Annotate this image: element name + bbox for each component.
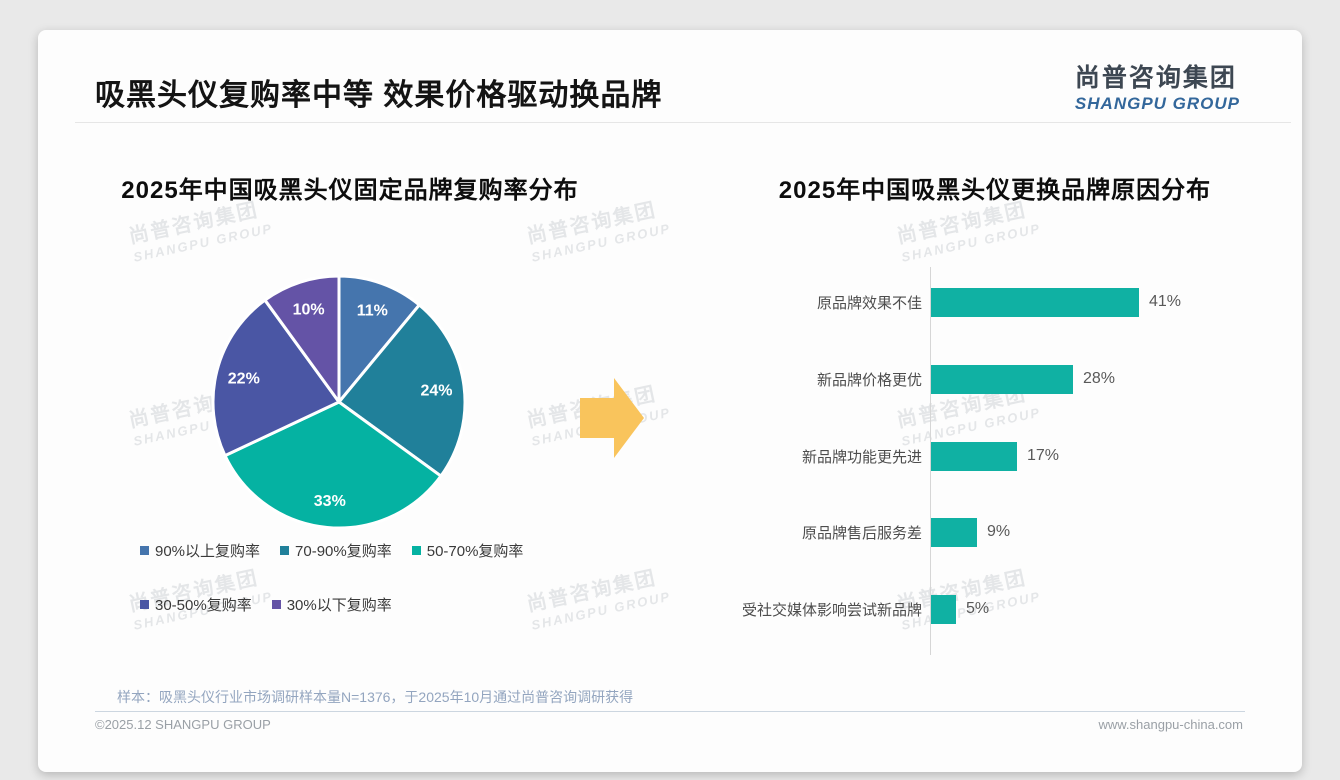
bar-value-label: 28% xyxy=(1083,370,1116,387)
legend-swatch xyxy=(271,600,281,609)
pie-slice xyxy=(211,298,341,458)
copyright-text: ©2025.12 SHANGPU GROUP xyxy=(95,717,271,732)
bar-value-label: 41% xyxy=(1149,293,1182,310)
footer-divider xyxy=(95,711,1245,712)
bar xyxy=(931,594,956,624)
bar-row: 受社交媒体影响尝试新品牌 5% xyxy=(742,594,1222,624)
legend-item: 30%以下复购率 xyxy=(271,594,392,615)
bar xyxy=(931,287,1139,317)
logo-chinese-name: 尚普咨询集团 xyxy=(1074,64,1237,92)
website-url: www.shangpu-china.com xyxy=(1098,717,1243,732)
legend-swatch xyxy=(140,546,149,555)
bar-value-label: 17% xyxy=(1027,447,1060,464)
legend-item: 50-70%复购率 xyxy=(411,540,524,561)
logo-english-name: SHANGPU GROUP xyxy=(1074,94,1240,113)
bar-category-label: 受社交媒体影响尝试新品牌 xyxy=(742,601,923,619)
bar-chart: 原品牌效果不佳 41% 新品牌价格更优 28% 新品牌功能更先进 17% 原品牌售后服务差 9… xyxy=(742,265,1222,657)
pie-svg: 11% 24% 33% 22% 10% xyxy=(211,274,467,530)
page-title: 吸黑头仪复购率中等 效果价格驱动换品牌 xyxy=(95,79,663,112)
pie-data-label: 24% xyxy=(420,383,452,400)
pie-slice xyxy=(223,400,443,530)
bar-value-label: 5% xyxy=(966,600,990,617)
legend-label: 30%以下复购率 xyxy=(286,597,392,614)
bar-category-label: 原品牌效果不佳 xyxy=(816,294,922,312)
pie-data-label: 22% xyxy=(228,371,260,388)
company-logo: 尚普咨询集团 SHANGPU GROUP xyxy=(1075,58,1240,114)
legend-swatch xyxy=(280,546,290,555)
bar-chart-axis-line xyxy=(930,267,931,655)
legend-label: 30-50%复购率 xyxy=(155,597,252,614)
pie-data-label: 11% xyxy=(357,303,388,320)
pie-chart-title: 2025年中国吸黑头仪固定品牌复购率分布 xyxy=(121,177,579,204)
pie-slice xyxy=(263,274,341,404)
pie-slice xyxy=(337,303,467,478)
legend-label: 90%以上复购率 xyxy=(155,543,261,560)
bar-row: 新品牌功能更先进 17% xyxy=(742,441,1222,471)
legend-item: 30-50%复购率 xyxy=(140,594,252,615)
legend-item: 70-90%复购率 xyxy=(280,540,392,561)
pie-data-label: 10% xyxy=(293,302,325,319)
bar xyxy=(931,364,1073,394)
bar-row: 新品牌价格更优 28% xyxy=(742,364,1222,394)
bar-row: 原品牌售后服务差 9% xyxy=(742,517,1222,547)
bar-chart-title: 2025年中国吸黑头仪更换品牌原因分布 xyxy=(778,177,1212,204)
legend-label: 70-90%复购率 xyxy=(295,543,392,560)
bar-row: 原品牌效果不佳 41% xyxy=(742,287,1222,317)
bar-category-label: 新品牌价格更优 xyxy=(816,371,922,389)
legend-label: 50-70%复购率 xyxy=(426,543,524,560)
pie-legend-row-1: 90%以上复购率 70-90%复购率 50-70%复购率 xyxy=(140,540,523,561)
legend-item: 90%以上复购率 xyxy=(140,540,260,561)
pie-slice xyxy=(337,274,421,404)
pie-chart: 11% 24% 33% 22% 10% xyxy=(199,262,479,542)
legend-swatch xyxy=(140,600,149,609)
bar-category-label: 新品牌功能更先进 xyxy=(801,448,922,466)
bar-value-label: 9% xyxy=(987,523,1011,540)
header-divider xyxy=(75,122,1291,123)
legend-swatch xyxy=(411,546,421,555)
bar xyxy=(931,441,1017,471)
sample-note: 样本：吸黑头仪行业市场调研样本量N=1376，于2025年10月通过尚普咨询调研… xyxy=(117,689,634,705)
bar-category-label: 原品牌售后服务差 xyxy=(801,524,922,542)
pie-legend-row-2: 30-50%复购率 30%以下复购率 xyxy=(140,594,392,615)
arrow-icon xyxy=(580,378,644,463)
bar xyxy=(931,517,977,547)
pie-data-label: 33% xyxy=(314,493,346,510)
